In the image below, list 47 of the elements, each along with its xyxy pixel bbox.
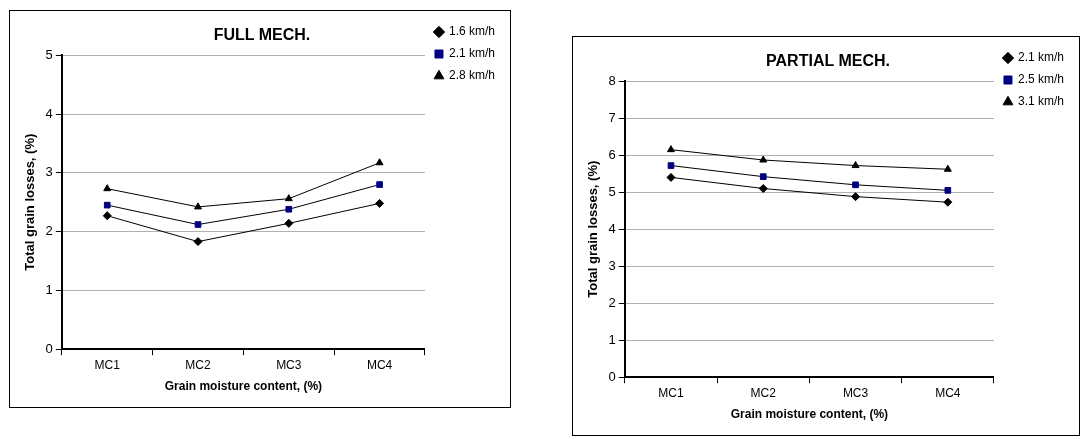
chart-title: FULL MECH. (213, 26, 311, 44)
x-tick-label: MC3 (276, 357, 302, 372)
x-axis-title: Grain moisture content, (%) (164, 379, 323, 394)
point (376, 181, 383, 188)
point (102, 211, 112, 221)
x-tick-label: MC4 (366, 357, 393, 372)
y-tick-label: 7 (608, 109, 616, 125)
x-tick-label: MC2 (750, 385, 777, 400)
y-axis-title: Total grain losses, (%) (22, 133, 38, 271)
y-tick-label: 8 (608, 72, 616, 88)
y-tick-label: 5 (45, 46, 53, 62)
point (103, 184, 112, 192)
y-axis-title: Total grain losses, (%) (585, 160, 601, 298)
x-tick-label: MC3 (842, 385, 869, 400)
legend-label: 3.1 km/h (1017, 94, 1065, 109)
legend-label: 2.1 km/h (1017, 50, 1065, 65)
x-tick-label: MC1 (658, 385, 684, 400)
y-tick-label: 6 (608, 146, 616, 162)
y-tick-label: 2 (45, 223, 53, 239)
y-tick-label: 4 (45, 105, 53, 121)
y-tick-label: 1 (45, 281, 53, 297)
point (103, 201, 111, 209)
legend-label: 2.5 km/h (1017, 72, 1065, 87)
x-axis-title: Grain moisture content, (%) (730, 407, 889, 422)
legend-label: 1.6 km/h (448, 24, 496, 39)
point (193, 237, 203, 247)
point (284, 218, 294, 228)
y-tick-label: 3 (45, 164, 53, 180)
y-tick-label: 3 (608, 257, 616, 273)
legend-label: 2.8 km/h (448, 68, 496, 83)
point (284, 194, 293, 202)
chart-title: PARTIAL MECH. (766, 52, 890, 70)
point (285, 205, 293, 213)
y-tick-label: 0 (45, 340, 53, 356)
legend-label: 2.1 km/h (448, 46, 496, 61)
point (375, 198, 385, 208)
point (194, 202, 202, 210)
x-tick-label: MC2 (185, 357, 211, 372)
x-tick-label: MC1 (94, 357, 121, 372)
y-tick-label: 4 (608, 220, 616, 236)
y-tick-label: 5 (608, 183, 616, 199)
y-tick-label: 1 (608, 331, 616, 347)
y-tick-label: 0 (608, 368, 616, 384)
x-tick-label: MC4 (935, 385, 961, 400)
point (194, 221, 202, 228)
y-tick-label: 2 (608, 294, 616, 310)
point (375, 158, 384, 166)
